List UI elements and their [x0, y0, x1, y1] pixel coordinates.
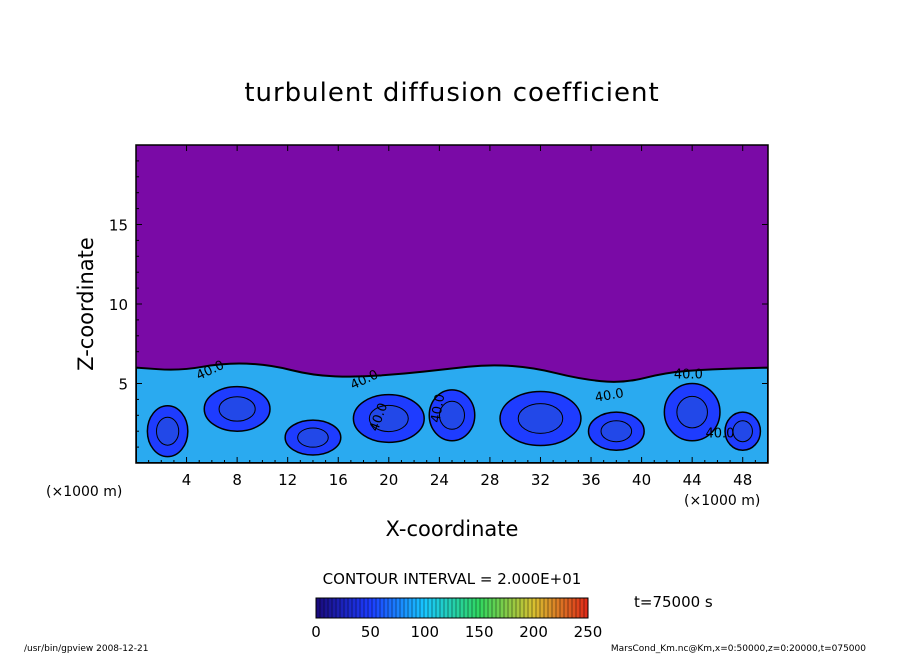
eddy-core: [600, 420, 633, 443]
z-unit-label: (×1000 m): [46, 484, 122, 500]
x-tick-label: 40: [632, 471, 651, 489]
x-tick-label: 44: [683, 471, 702, 489]
eddy-core: [218, 396, 256, 422]
colorbar-tick-label: 200: [519, 623, 548, 641]
eddy-core: [297, 427, 329, 448]
x-tick-label: 28: [480, 471, 499, 489]
contour-interval: CONTOUR INTERVAL = 2.000E+01: [323, 570, 582, 588]
y-axis-label: Z-coordinate: [74, 237, 98, 371]
y-tick-label: 15: [109, 217, 128, 235]
x-tick-label: 16: [329, 471, 348, 489]
chart-title: turbulent diffusion coefficient: [244, 78, 659, 108]
eddy-core: [517, 403, 564, 434]
x-axis-ticks: 4 8 12 16 20 24 28 32 36 40 44 48: [148, 145, 756, 489]
eddy-core: [676, 395, 708, 429]
x-tick-label: 12: [278, 471, 297, 489]
footer-left: /usr/bin/gpview 2008-12-21: [24, 644, 148, 654]
eddy-core: [155, 416, 180, 446]
eddy-contours: [146, 382, 762, 458]
colorbar-stripes: [315, 598, 585, 618]
x-axis-label: X-coordinate: [386, 517, 519, 541]
x-tick-label: 36: [581, 471, 600, 489]
colorbar-tick-label: 250: [574, 623, 603, 641]
y-tick-label: 5: [118, 376, 128, 394]
colorbar-tick-label: 0: [311, 623, 321, 641]
eddy-core: [368, 404, 409, 433]
y-tick-label: 10: [109, 296, 128, 314]
contour-label: 40.0: [705, 427, 734, 442]
x-tick-label: 32: [531, 471, 550, 489]
x-tick-label: 8: [232, 471, 242, 489]
contour-label: 40.0: [594, 386, 625, 406]
footer-right: MarsCond_Km.nc@Km,x=0:50000,z=0:20000,t=…: [611, 644, 866, 654]
colorbar-tick-label: 100: [410, 623, 439, 641]
contour-label: 40.0: [674, 368, 703, 383]
x-tick-label: 20: [379, 471, 398, 489]
x-tick-label: 4: [182, 471, 192, 489]
x-tick-label: 24: [430, 471, 449, 489]
contour-label: 40.0: [429, 393, 449, 424]
x-tick-label: 48: [733, 471, 752, 489]
x-unit-label: (×1000 m): [684, 493, 760, 509]
time-label: t=75000 s: [634, 593, 713, 611]
eddy-core: [438, 400, 466, 430]
colorbar-tick-label: 50: [361, 623, 380, 641]
colorbar-tick-label: 150: [465, 623, 494, 641]
eddy-core: [732, 420, 753, 443]
y-axis-ticks: 5 10 15: [109, 160, 768, 448]
colorbar-ticks: 0 50 100 150 200 250: [311, 623, 602, 641]
